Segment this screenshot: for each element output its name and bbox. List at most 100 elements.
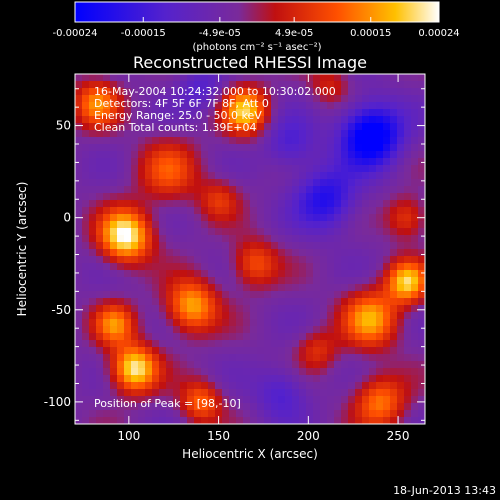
heatmap-cell xyxy=(320,375,328,383)
heatmap-cell xyxy=(341,319,349,327)
heatmap-cell xyxy=(187,137,195,145)
heatmap-cell xyxy=(320,207,328,215)
heatmap-cell xyxy=(299,354,307,362)
heatmap-cell xyxy=(362,403,370,411)
heatmap-cell xyxy=(320,298,328,306)
heatmap-cell xyxy=(334,375,342,383)
heatmap-cell xyxy=(208,207,216,215)
heatmap-cell xyxy=(187,270,195,278)
annotation-time-range: 16-May-2004 10:24:32.000 to 10:30:02.000 xyxy=(94,85,336,98)
heatmap-cell xyxy=(110,165,118,173)
heatmap-cell xyxy=(285,368,293,376)
heatmap-cell xyxy=(264,403,272,411)
heatmap-cell xyxy=(194,214,202,222)
heatmap-cell xyxy=(187,221,195,229)
heatmap-cell xyxy=(334,165,342,173)
heatmap-cell xyxy=(166,291,174,299)
heatmap-cell xyxy=(166,116,174,124)
heatmap-cell xyxy=(229,158,237,166)
heatmap-cell xyxy=(103,410,111,418)
heatmap-cell xyxy=(341,312,349,320)
heatmap-cell xyxy=(208,326,216,334)
heatmap-cell xyxy=(257,165,265,173)
heatmap-cell xyxy=(313,375,321,383)
heatmap-cell xyxy=(285,382,293,390)
heatmap-cell xyxy=(404,130,412,138)
heatmap-cell xyxy=(397,410,405,418)
heatmap-cell xyxy=(264,235,272,243)
heatmap-cell xyxy=(166,137,174,145)
heatmap-cell xyxy=(404,389,412,397)
heatmap-cell xyxy=(201,263,209,271)
heatmap-cell xyxy=(89,403,97,411)
heatmap-cell xyxy=(166,249,174,257)
heatmap-cell xyxy=(194,361,202,369)
heatmap-cell xyxy=(236,249,244,257)
heatmap-cell xyxy=(250,375,258,383)
heatmap-cell xyxy=(418,235,426,243)
heatmap-cell xyxy=(306,137,314,145)
heatmap-cell xyxy=(299,263,307,271)
heatmap-cell xyxy=(138,137,146,145)
heatmap-cell xyxy=(299,109,307,117)
heatmap-cell xyxy=(320,291,328,299)
heatmap-cell xyxy=(229,305,237,313)
heatmap-cell xyxy=(355,347,363,355)
heatmap-cell xyxy=(96,74,104,82)
heatmap-cell xyxy=(250,172,258,180)
heatmap-cell xyxy=(145,368,153,376)
heatmap-cell xyxy=(341,277,349,285)
heatmap-cell xyxy=(243,221,251,229)
heatmap-cell xyxy=(152,403,160,411)
heatmap-cell xyxy=(411,81,419,89)
heatmap-cell xyxy=(250,382,258,390)
heatmap-cell xyxy=(243,277,251,285)
heatmap-cell xyxy=(348,123,356,131)
heatmap-cell xyxy=(96,319,104,327)
heatmap-cell xyxy=(166,389,174,397)
heatmap-cell xyxy=(355,102,363,110)
heatmap-cell xyxy=(404,102,412,110)
heatmap-cell xyxy=(103,81,111,89)
heatmap-cell xyxy=(334,389,342,397)
heatmap-cell xyxy=(187,179,195,187)
heatmap-cell xyxy=(348,256,356,264)
heatmap-cell xyxy=(208,249,216,257)
heatmap-cell xyxy=(348,242,356,250)
heatmap-cell xyxy=(264,172,272,180)
heatmap-cell xyxy=(285,354,293,362)
heatmap-cell xyxy=(355,291,363,299)
heatmap-cell xyxy=(201,165,209,173)
heatmap-cell xyxy=(110,137,118,145)
heatmap-cell xyxy=(390,333,398,341)
heatmap-cell xyxy=(194,151,202,159)
heatmap-cell xyxy=(194,389,202,397)
heatmap-cell xyxy=(138,249,146,257)
heatmap-cell xyxy=(166,354,174,362)
heatmap-cell xyxy=(320,74,328,82)
heatmap-cell xyxy=(103,368,111,376)
heatmap-cell xyxy=(341,172,349,180)
heatmap-cell xyxy=(208,193,216,201)
heatmap-cell xyxy=(327,333,335,341)
heatmap-cell xyxy=(299,186,307,194)
heatmap-cell xyxy=(222,102,230,110)
heatmap-cell xyxy=(180,235,188,243)
heatmap-cell xyxy=(418,368,426,376)
heatmap-cell xyxy=(320,214,328,222)
heatmap-cell xyxy=(376,137,384,145)
heatmap-cell xyxy=(110,312,118,320)
heatmap-cell xyxy=(166,221,174,229)
heatmap-cell xyxy=(194,326,202,334)
heatmap-cell xyxy=(264,277,272,285)
heatmap-cell xyxy=(306,214,314,222)
heatmap-cell xyxy=(369,249,377,257)
heatmap-cell xyxy=(320,396,328,404)
heatmap-cell xyxy=(292,298,300,306)
heatmap-cell xyxy=(376,389,384,397)
heatmap-cell xyxy=(180,319,188,327)
heatmap-cell xyxy=(243,417,251,425)
heatmap-cell xyxy=(250,102,258,110)
heatmap-cell xyxy=(215,88,223,96)
heatmap-cell xyxy=(229,116,237,124)
